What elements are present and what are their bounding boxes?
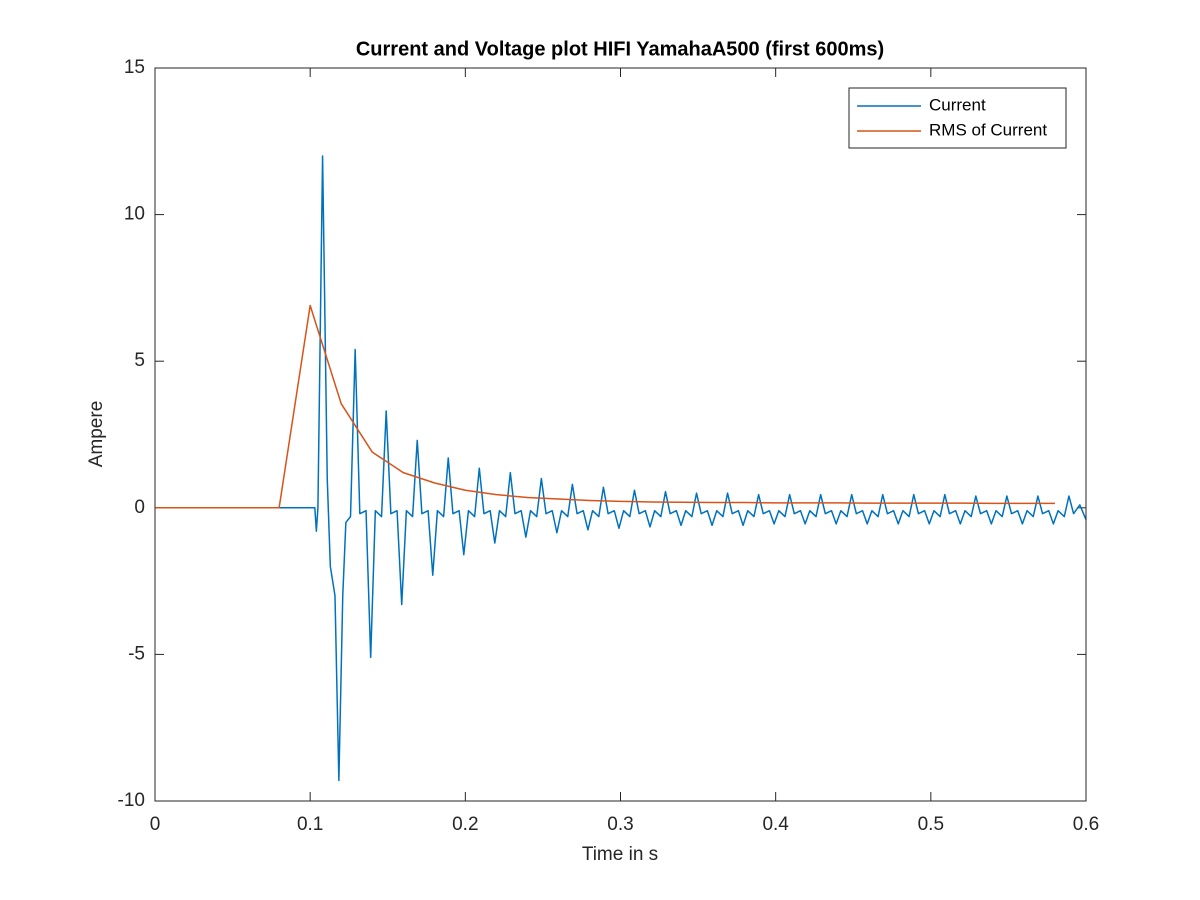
legend-label: RMS of Current [929,120,1047,139]
x-axis-label: Time in s [582,844,658,865]
legend-box [848,87,1067,149]
x-tick-label: 0 [150,814,161,835]
y-tick-label: -10 [118,790,145,811]
x-tick-label: 0.1 [297,814,323,835]
y-axis-label: Ampere [86,401,107,468]
axes-box [154,67,1087,802]
line-series [155,155,1087,782]
y-tick-label: 15 [124,57,145,78]
y-tick-label: 0 [134,497,145,518]
line-series [155,304,1055,509]
x-tick-label: 0.2 [452,814,478,835]
x-tick-label: 0.4 [762,814,789,835]
y-tick-label: 10 [124,204,145,225]
legend: Current RMS of Current [848,87,1067,149]
plot-area [155,68,1086,801]
y-tick-label: -5 [128,643,145,664]
x-tick-label: 0.6 [1073,814,1099,835]
chart-title: Current and Voltage plot HIFI YamahaA500… [356,38,884,60]
x-tick-label: 0.5 [918,814,944,835]
x-tick-label: 0.3 [607,814,633,835]
y-tick-label: 5 [134,350,145,371]
legend-label: Current [929,95,986,114]
